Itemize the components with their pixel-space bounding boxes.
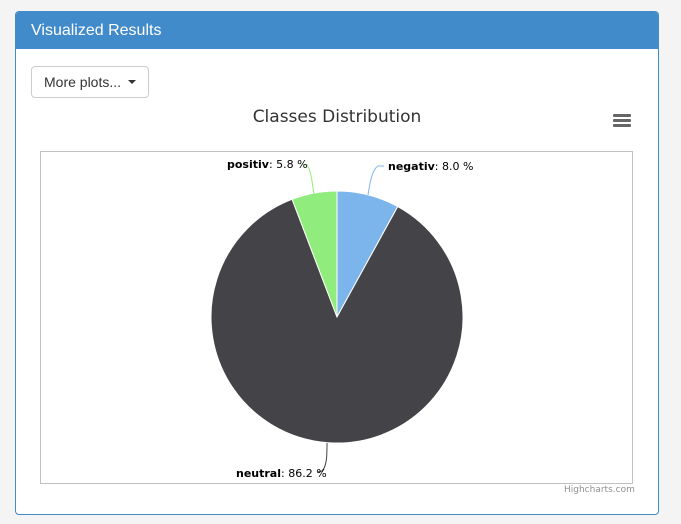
data-label-neutral: neutral: 86.2 %: [236, 467, 327, 480]
hamburger-menu-icon[interactable]: [613, 114, 631, 128]
more-plots-dropdown[interactable]: More plots...: [31, 66, 150, 98]
slice-neutral[interactable]: [210, 198, 464, 444]
highcharts-credits-link[interactable]: Highcharts.com: [564, 485, 635, 495]
caret-down-icon: [128, 80, 137, 84]
more-plots-label: More plots...: [44, 74, 122, 90]
data-label-negativ: negativ: 8.0 %: [388, 160, 474, 173]
connector-positiv: [301, 163, 315, 195]
connector-neutral: [317, 442, 328, 473]
plot-area-frame: [40, 151, 633, 484]
data-label-positiv: positiv: 5.8 %: [227, 158, 308, 171]
chart-title: Classes Distribution: [252, 107, 422, 127]
panel-title: Visualized Results: [16, 12, 658, 49]
connector-negativ: [367, 165, 384, 196]
